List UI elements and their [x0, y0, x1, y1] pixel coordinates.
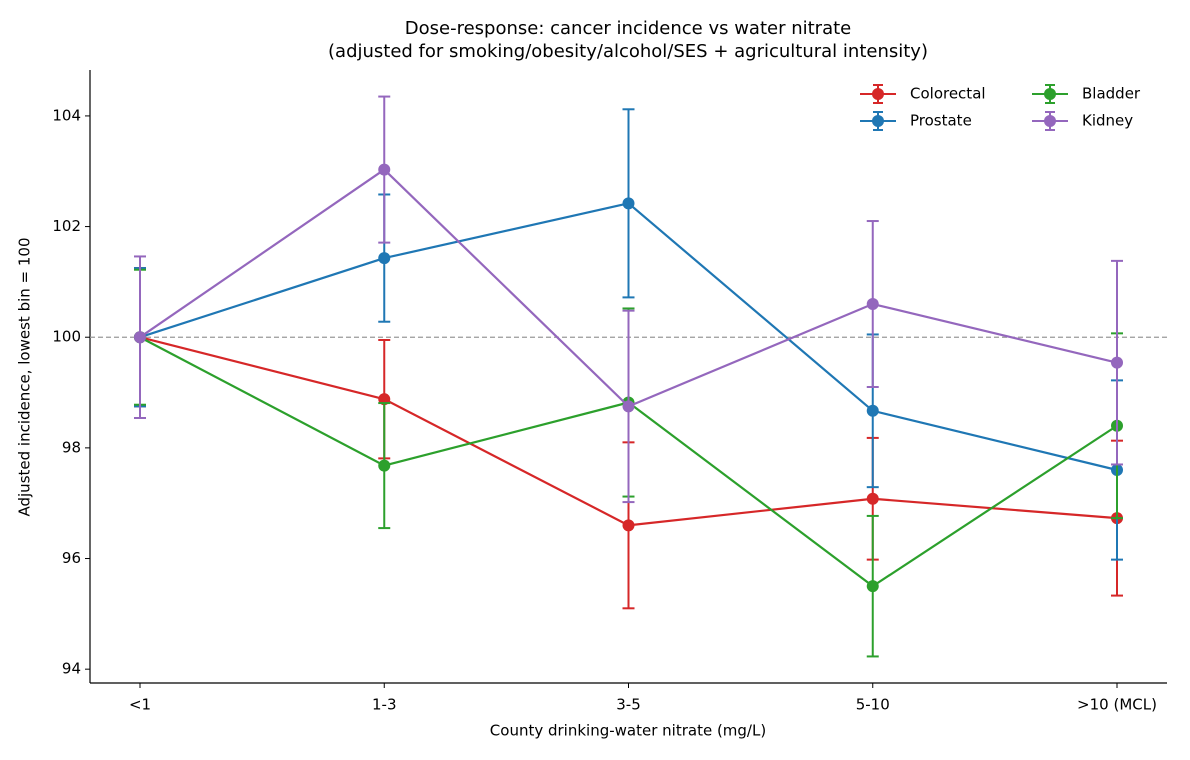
marker — [134, 331, 146, 344]
y-tick-label: 98 — [62, 438, 81, 456]
chart-title: Dose-response: cancer incidence vs water… — [405, 18, 851, 39]
y-tick-label: 102 — [52, 217, 81, 235]
legend-label: Prostate — [910, 112, 972, 130]
legend-marker — [1044, 115, 1056, 127]
y-tick-label: 96 — [62, 549, 81, 567]
marker — [866, 492, 879, 505]
marker — [622, 400, 635, 413]
x-tick-label: <1 — [129, 696, 151, 714]
marker — [866, 404, 879, 417]
legend-label: Bladder — [1082, 85, 1141, 103]
legend-label: Colorectal — [910, 85, 986, 103]
marker — [622, 519, 635, 532]
marker — [378, 459, 391, 472]
x-axis-label: County drinking-water nitrate (mg/L) — [490, 722, 766, 740]
x-tick-label: 5-10 — [856, 696, 890, 714]
legend-marker — [1044, 88, 1056, 100]
legend-marker — [872, 88, 884, 100]
marker — [622, 197, 635, 210]
marker — [1111, 356, 1123, 369]
legend-label: Kidney — [1082, 112, 1133, 130]
y-axis-label: Adjusted incidence, lowest bin = 100 — [16, 237, 34, 516]
marker — [378, 252, 391, 265]
marker — [866, 298, 879, 311]
marker — [378, 163, 391, 176]
x-tick-label: >10 (MCL) — [1077, 696, 1157, 714]
x-tick-label: 1-3 — [372, 696, 397, 714]
marker — [866, 580, 879, 593]
legend-marker — [872, 115, 884, 127]
x-tick-label: 3-5 — [616, 696, 641, 714]
chart-subtitle: (adjusted for smoking/obesity/alcohol/SE… — [328, 41, 928, 62]
y-tick-label: 100 — [52, 328, 81, 346]
y-tick-label: 94 — [62, 660, 81, 678]
y-tick-label: 104 — [52, 106, 81, 124]
